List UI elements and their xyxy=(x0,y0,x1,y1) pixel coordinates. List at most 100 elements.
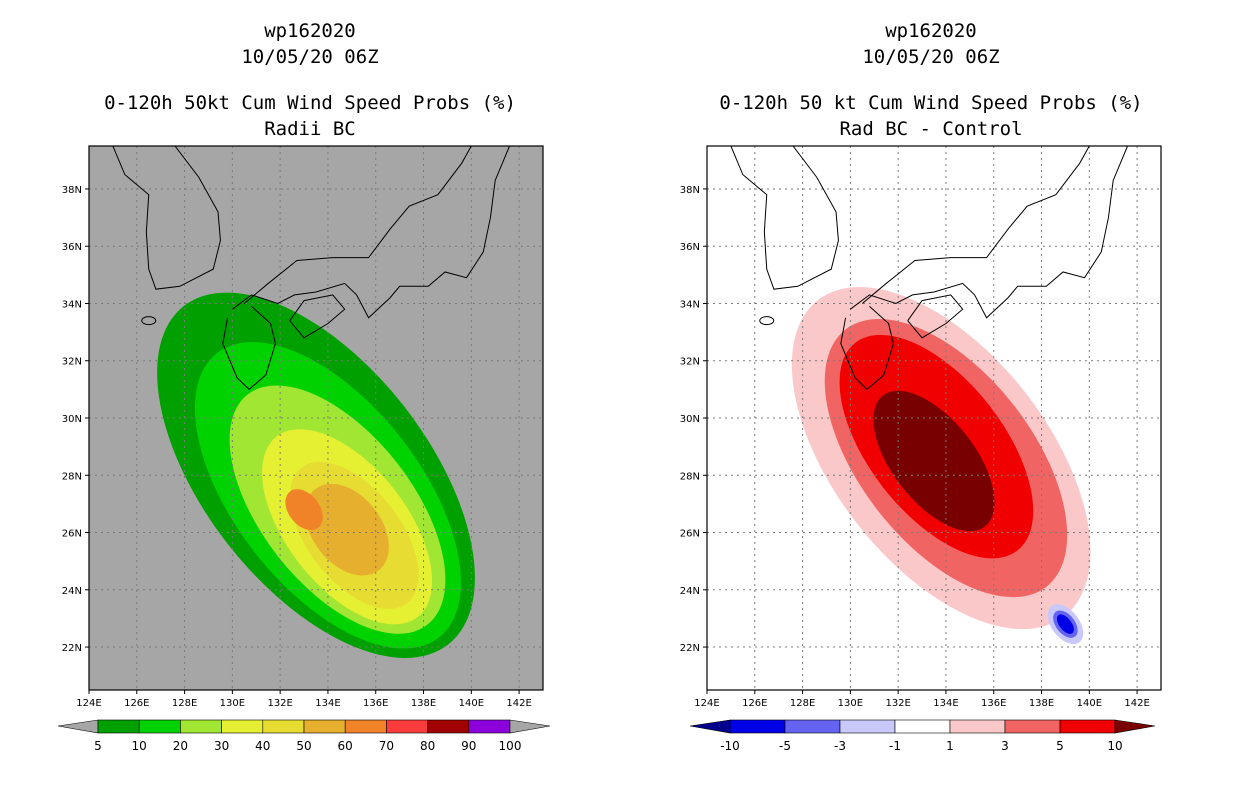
y-tick-label: 26N xyxy=(62,529,82,540)
right-plot: 124E 126E 128E 130E 132E 134E 136E 138E 140E 142E… xyxy=(680,145,1162,753)
colorbar-label: 60 xyxy=(338,739,353,753)
colorbar-label: 5 xyxy=(94,739,102,753)
left-datetime: 10/05/20 06Z xyxy=(241,46,379,68)
coastline xyxy=(112,146,511,391)
colorbar-low-extend xyxy=(689,719,731,734)
colorbar-swatch xyxy=(386,719,428,734)
colorbar-swatch xyxy=(303,719,346,734)
y-tick-label: 38N xyxy=(62,185,82,196)
x-tick-label: 142E xyxy=(1124,698,1149,709)
x-tick-label: 140E xyxy=(1077,698,1102,709)
y-tick-label: 28N xyxy=(62,471,82,482)
y-tick-label: 38N xyxy=(680,185,700,196)
colorbar-high-extend xyxy=(509,719,551,734)
colorbar-high-extend xyxy=(1114,719,1156,734)
colorbar-swatch xyxy=(729,719,786,734)
y-tick-label: 32N xyxy=(62,357,82,368)
colorbar-swatch xyxy=(1059,719,1116,734)
kyushu-coast xyxy=(840,305,894,391)
y-tick-label: 24N xyxy=(62,586,82,597)
colorbar-swatch xyxy=(97,719,140,734)
colorbar-label: 100 xyxy=(499,739,522,753)
y-tick-label: 22N xyxy=(62,643,82,654)
colorbar-swatch xyxy=(138,719,181,734)
grid-lines xyxy=(88,146,543,690)
contour-level-neg10 xyxy=(1056,614,1074,634)
right-chart-title: 0-120h 50 kt Cum Wind Speed Probs (%) xyxy=(719,92,1143,114)
x-tick-label: 128E xyxy=(172,698,197,709)
y-tick-label: 24N xyxy=(680,586,700,597)
colorbar-label: -10 xyxy=(720,739,740,753)
x-tick-label: 132E xyxy=(267,698,292,709)
x-tick-label: 130E xyxy=(220,698,245,709)
colorbar-label: 10 xyxy=(1107,739,1122,753)
japan-sea-coast xyxy=(243,146,472,304)
x-tick-label: 130E xyxy=(838,698,863,709)
shikoku-coast xyxy=(907,294,964,339)
colorbar-label: 10 xyxy=(132,739,147,753)
left-panel-subtitle-block: 0-120h 50kt Cum Wind Speed Probs (%) Rad… xyxy=(60,90,560,142)
right-panel-title: wp162020 10/05/20 06Z xyxy=(676,18,1186,70)
colorbar-swatch xyxy=(784,719,841,734)
x-tick-label: 136E xyxy=(363,698,388,709)
y-tick-label: 36N xyxy=(62,242,82,253)
colorbar-low-extend xyxy=(57,719,99,734)
colorbar: -10 -5 -3 -1 1 3 5 10 xyxy=(689,719,1156,753)
x-tick-label: 126E xyxy=(742,698,767,709)
y-tick-label: 34N xyxy=(62,299,82,310)
colorbar-label: 1 xyxy=(946,739,954,753)
colorbar-swatch xyxy=(894,719,951,734)
shikoku-coast xyxy=(289,294,346,339)
x-tick-label: 126E xyxy=(124,698,149,709)
y-tick-label: 30N xyxy=(62,414,82,425)
x-tick-label: 142E xyxy=(506,698,531,709)
y-tick-label: 28N xyxy=(680,471,700,482)
colorbar-label: -3 xyxy=(834,739,846,753)
y-tick-label: 22N xyxy=(680,643,700,654)
colorbar-swatch xyxy=(262,719,305,734)
jeju-island xyxy=(141,316,157,326)
x-tick-label: 138E xyxy=(411,698,436,709)
y-tick-label: 32N xyxy=(680,357,700,368)
x-tick-label: 128E xyxy=(790,698,815,709)
korea-coast xyxy=(112,146,221,290)
colorbar-label: 70 xyxy=(379,739,394,753)
left-plot: 124E 126E 128E 130E 132E 134E 136E 138E 140E 142E… xyxy=(57,145,551,753)
x-tick-label: 134E xyxy=(933,698,958,709)
colorbar-swatch xyxy=(468,719,511,734)
japan-sea-coast xyxy=(861,146,1090,304)
y-tick-label: 30N xyxy=(680,414,700,425)
japan-pacific-coast xyxy=(850,146,1129,319)
kyushu-coast xyxy=(222,305,276,391)
right-chart-subtitle: Rad BC - Control xyxy=(839,118,1023,140)
left-panel-title: wp162020 10/05/20 06Z xyxy=(60,18,560,70)
japan-pacific-coast xyxy=(232,146,511,319)
colorbar-label: 40 xyxy=(255,739,270,753)
colorbar-label: 20 xyxy=(173,739,188,753)
x-tick-label: 138E xyxy=(1029,698,1054,709)
colorbar-swatch xyxy=(344,719,387,734)
right-panel-subtitle-block: 0-120h 50 kt Cum Wind Speed Probs (%) Ra… xyxy=(676,90,1186,142)
left-chart-title: 0-120h 50kt Cum Wind Speed Probs (%) xyxy=(104,92,516,114)
x-tick-label: 136E xyxy=(981,698,1006,709)
x-tick-label: 132E xyxy=(885,698,910,709)
colorbar-label: 50 xyxy=(296,739,311,753)
jeju-island xyxy=(759,316,775,326)
colorbar-label: 30 xyxy=(214,739,229,753)
x-tick-label: 134E xyxy=(315,698,340,709)
right-datetime: 10/05/20 06Z xyxy=(862,46,1000,68)
colorbar-swatch xyxy=(221,719,264,734)
colorbar-swatch xyxy=(427,719,470,734)
colorbar-label: 90 xyxy=(461,739,476,753)
left-chart-subtitle: Radii BC xyxy=(264,118,356,140)
colorbar-label: -1 xyxy=(889,739,901,753)
contour-level-10 xyxy=(873,390,995,532)
colorbar-label: 3 xyxy=(1001,739,1009,753)
y-tick-label: 36N xyxy=(680,242,700,253)
colorbar-swatch xyxy=(949,719,1006,734)
colorbar-swatch xyxy=(839,719,896,734)
korea-coast xyxy=(730,146,839,290)
y-tick-label: 34N xyxy=(680,299,700,310)
colorbar-swatch xyxy=(180,719,222,734)
colorbar-swatch xyxy=(1004,719,1061,734)
